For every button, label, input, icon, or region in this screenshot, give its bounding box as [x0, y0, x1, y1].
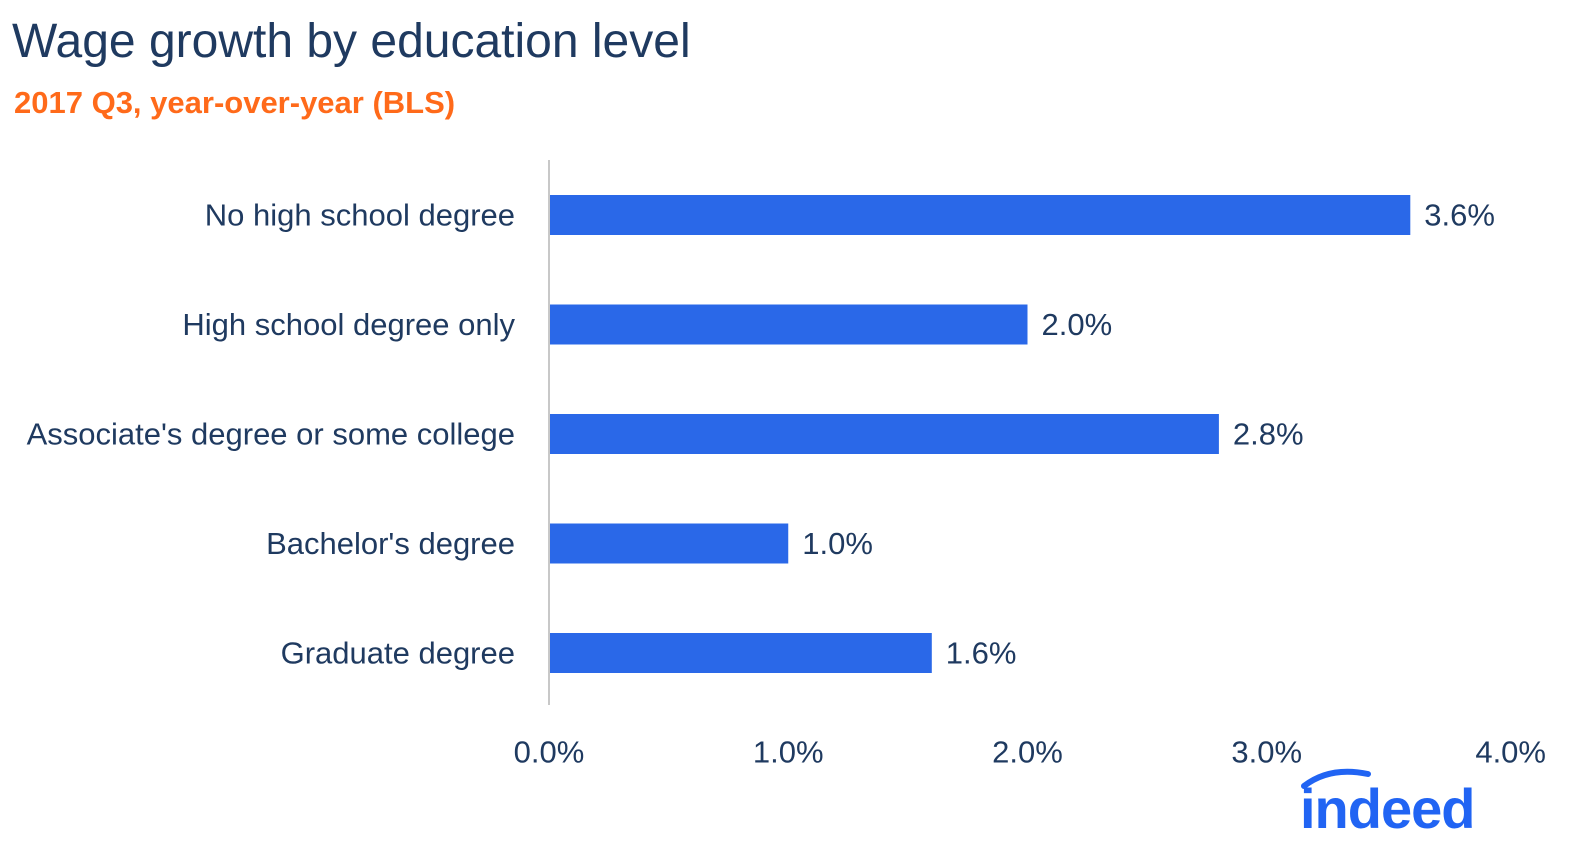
data-label: 1.0% — [802, 526, 873, 561]
category-label: No high school degree — [205, 198, 515, 233]
x-tick-label: 3.0% — [1231, 735, 1302, 770]
chart-title: Wage growth by education level — [12, 15, 691, 68]
x-tick-label: 2.0% — [992, 735, 1063, 770]
x-tick-label: 0.0% — [514, 735, 585, 770]
x-tick-label: 1.0% — [753, 735, 824, 770]
x-tick-label: 4.0% — [1475, 735, 1546, 770]
bar — [550, 633, 932, 673]
category-label: Graduate degree — [281, 636, 515, 671]
bar — [550, 414, 1219, 454]
bar — [550, 195, 1411, 235]
data-label: 1.6% — [946, 636, 1017, 671]
bar — [550, 523, 789, 564]
data-label: 3.6% — [1424, 198, 1495, 233]
bar — [550, 304, 1028, 345]
category-label: Associate's degree or some college — [27, 417, 515, 452]
data-label: 2.0% — [1042, 307, 1113, 342]
category-label: High school degree only — [182, 307, 515, 342]
indeed-arc-icon — [1301, 768, 1371, 789]
chart-subtitle: 2017 Q3, year-over-year (BLS) — [14, 85, 456, 120]
category-label: Bachelor's degree — [266, 526, 515, 561]
data-label: 2.8% — [1233, 417, 1304, 452]
indeed-logo: indeed — [1290, 768, 1530, 840]
logo-text: indeed — [1300, 777, 1475, 840]
